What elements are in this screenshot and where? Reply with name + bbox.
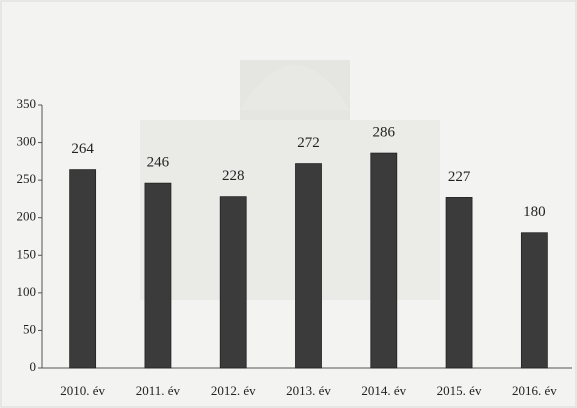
bar [445,197,473,369]
value-label: 180 [523,204,546,220]
y-tick-label: 150 [17,246,37,261]
x-tick-label: 2011. év [136,383,181,398]
bar [370,152,398,369]
value-label: 227 [448,169,471,185]
x-tick-label: 2015. év [437,383,482,398]
bar [295,163,322,369]
y-tick-label: 200 [17,209,37,224]
y-tick-label: 250 [17,171,37,186]
bar [144,182,172,369]
y-tick-label: 50 [23,321,36,336]
x-tick-label: 2010. év [60,383,105,398]
y-tick-label: 100 [17,284,37,299]
x-tick-label: 2016. év [512,383,557,398]
bar [520,232,548,369]
value-label: 264 [71,141,94,157]
value-label: 286 [373,125,396,141]
y-tick-label: 300 [17,134,37,149]
x-tick-label: 2012. év [211,383,256,398]
value-label: 228 [222,168,245,184]
y-tick-label: 350 [17,96,37,111]
value-label: 246 [147,155,170,171]
bar [219,196,247,369]
x-tick-label: 2014. év [361,383,406,398]
y-tick-label: 0 [30,359,37,374]
value-label: 272 [297,135,320,151]
bar [69,169,97,369]
x-tick-label: 2013. év [286,383,331,398]
